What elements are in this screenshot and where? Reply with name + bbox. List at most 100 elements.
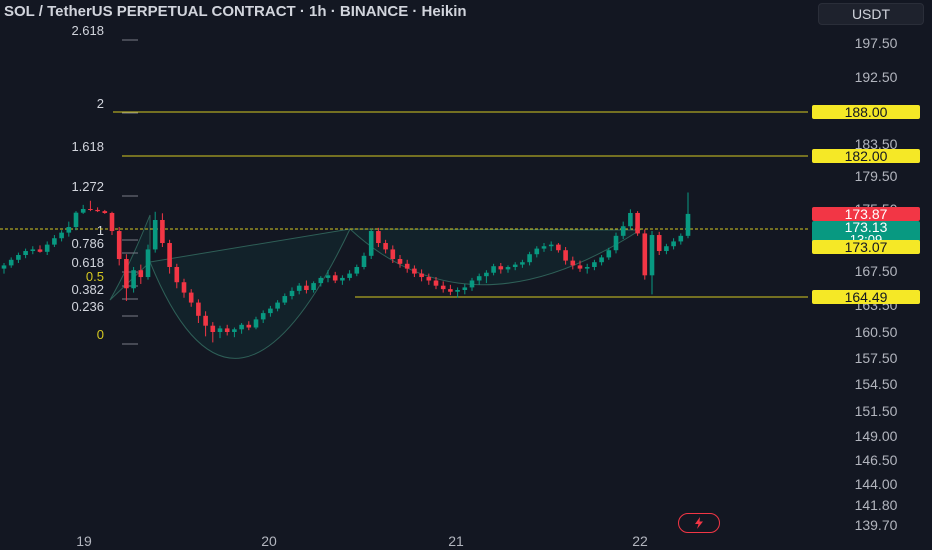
logo[interactable]: [678, 513, 720, 533]
candle-body: [354, 267, 360, 274]
handle-shape: [348, 228, 642, 286]
fib-label: 1.618: [71, 139, 104, 154]
price-tick: 141.80: [855, 497, 898, 513]
candle-body: [289, 290, 295, 297]
candle-body: [167, 243, 172, 268]
candle-body: [131, 270, 136, 289]
candle-body: [44, 244, 50, 252]
candle-body: [95, 209, 100, 212]
fib-label: 2: [97, 96, 104, 111]
candle-body: [16, 255, 21, 260]
fib-label: 0: [97, 327, 104, 342]
candle-body: [102, 211, 108, 213]
time-tick: 22: [632, 533, 648, 549]
candle-body: [404, 263, 410, 269]
fib-label: 0.786: [71, 236, 104, 251]
fib-label: 1.272: [71, 179, 104, 194]
candle-body: [462, 287, 468, 291]
candle-body: [124, 259, 129, 289]
fib-label: 0.618: [71, 255, 104, 270]
candle-body: [635, 212, 640, 234]
candle-body: [628, 212, 633, 227]
candle-body: [174, 267, 180, 283]
candle-body: [268, 308, 273, 314]
candle-body: [448, 289, 453, 292]
price-tick: 192.50: [855, 69, 898, 85]
candle-body: [512, 264, 518, 268]
candle-body: [577, 265, 583, 269]
candle-body: [592, 262, 597, 268]
candle-body: [73, 212, 79, 228]
candle-body: [491, 266, 496, 273]
price-axis[interactable]: 197.50192.50183.50179.50175.50167.50163.…: [855, 35, 898, 533]
candle-body: [304, 285, 309, 291]
horizontal-lines[interactable]: [0, 111, 808, 298]
candle-body: [455, 290, 460, 292]
candle-body: [534, 248, 540, 255]
candle-body: [160, 220, 165, 244]
candle-body: [397, 259, 403, 264]
candle-body: [613, 235, 619, 251]
label-173-87-bg: [812, 207, 920, 221]
candle-body: [145, 249, 151, 278]
candle-body: [520, 262, 525, 265]
label-173-07-bg: [812, 240, 920, 254]
candle-body: [390, 249, 396, 260]
time-tick: 21: [448, 533, 464, 549]
candle-body: [66, 227, 72, 233]
candlestick-series[interactable]: [1, 192, 691, 343]
fib-label: 1: [97, 223, 104, 238]
time-axis[interactable]: 19 20 21 22: [76, 533, 648, 549]
candle-body: [116, 231, 122, 260]
candle-body: [210, 325, 216, 332]
candle-body: [678, 235, 684, 242]
label-164-49: 164.49: [845, 289, 888, 305]
candle-body: [440, 285, 446, 290]
candle-body: [23, 251, 28, 256]
candle-body: [138, 270, 144, 278]
candle-body: [361, 255, 367, 268]
candle-body: [232, 329, 237, 332]
currency-button[interactable]: USDT: [818, 3, 924, 25]
candle-body: [376, 231, 381, 244]
price-tick: 149.00: [855, 428, 898, 444]
lightning-icon: [695, 517, 703, 529]
chart-title: SOL / TetherUS PERPETUAL CONTRACT · 1h ·…: [4, 3, 467, 20]
candle-body: [599, 257, 604, 263]
candle-body: [527, 254, 532, 263]
candle-body: [80, 209, 86, 213]
candle-body: [30, 249, 36, 252]
candle-body: [88, 209, 93, 210]
candle-body: [563, 250, 568, 261]
candle-body: [419, 273, 424, 278]
candle-body: [671, 241, 676, 247]
time-tick: 20: [261, 533, 277, 549]
candle-body: [196, 302, 201, 316]
candle-body: [541, 246, 547, 249]
time-tick: 19: [76, 533, 92, 549]
candle-body: [606, 250, 612, 258]
candle-body: [217, 328, 223, 332]
candle-body: [275, 302, 280, 309]
candle-body: [426, 277, 432, 281]
label-173-07: 173.07: [845, 239, 888, 255]
price-tick: 160.50: [855, 324, 898, 340]
fib-label: 0.5: [86, 269, 104, 284]
label-164-49-bg: [812, 290, 920, 304]
candle-body: [253, 319, 259, 328]
candle-body: [649, 235, 655, 276]
candle-body: [296, 285, 302, 291]
price-tick: 157.50: [855, 350, 898, 366]
candle-body: [109, 212, 115, 232]
label-last-price: 173.13: [845, 219, 888, 235]
candle-body: [484, 272, 489, 277]
cup-shape: [149, 228, 351, 359]
fib-label: 2.618: [71, 23, 104, 38]
candle-body: [548, 244, 554, 247]
candle-body: [347, 273, 352, 278]
candle-body: [282, 296, 288, 303]
label-188-bg: [812, 105, 920, 119]
candle-body: [498, 266, 504, 270]
